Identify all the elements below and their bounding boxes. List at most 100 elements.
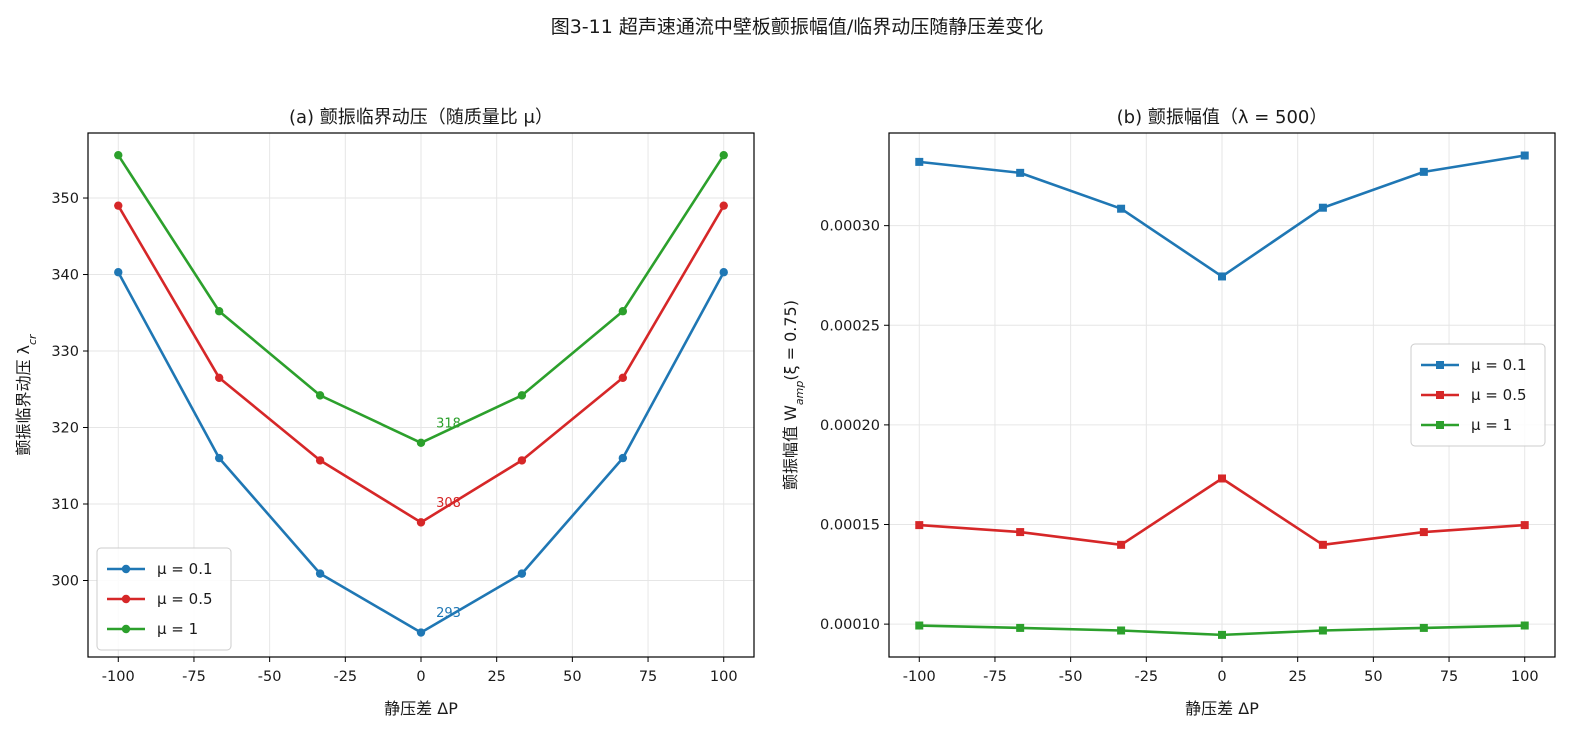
x-tick-label: 0 <box>1217 669 1226 685</box>
data-point <box>1318 626 1327 635</box>
data-point <box>315 391 325 400</box>
series-2 <box>114 201 728 527</box>
y-axis-label: 颤振临界动压 λcr <box>14 333 39 456</box>
data-point <box>1016 168 1025 177</box>
legend-marker <box>121 594 131 604</box>
data-point <box>1419 167 1428 176</box>
point-annotation: 318 <box>436 417 461 432</box>
legend-entry: μ = 0.5 <box>157 590 213 608</box>
data-point <box>1218 474 1226 483</box>
panel-b: -100 -75 -50 -25 0 25 50 75 100 0.00010 0.00015 0.0… <box>781 107 1556 718</box>
series-3 <box>915 621 1529 639</box>
legend-entry: μ = 0.1 <box>1471 356 1527 374</box>
legend-box <box>1410 343 1546 447</box>
y-tick-label: 0.00020 <box>820 418 880 434</box>
legend-entry: μ = 0.1 <box>157 560 213 578</box>
data-point <box>416 438 426 448</box>
x-tick-label: 25 <box>487 669 505 685</box>
y-tick-label: 310 <box>51 497 79 513</box>
x-tick-label: 0 <box>416 669 425 685</box>
legend-marker <box>1436 361 1444 369</box>
data-point <box>517 456 527 465</box>
ticks: -100 -75 -50 -25 0 25 50 75 100 0.00010 0.00015 0.0… <box>820 219 1539 685</box>
x-tick-label: -50 <box>258 669 282 685</box>
x-tick-label: 75 <box>639 669 657 685</box>
data-point <box>1318 203 1327 212</box>
x-tick-label: -100 <box>102 669 135 685</box>
y-tick-label: 340 <box>51 268 79 284</box>
data-point <box>1016 528 1025 537</box>
y-axis-label: 颤振幅值 Wamp(ξ = 0.75) <box>781 300 806 490</box>
x-tick-label: 100 <box>710 669 738 685</box>
data-point <box>1117 626 1126 635</box>
y-tick-label: 0.00010 <box>820 617 880 633</box>
panel-a: -100 -75 -50 -25 0 25 50 75 100 300 310 320 330 340 35… <box>14 107 755 718</box>
grid <box>88 133 754 657</box>
data-point <box>915 157 924 166</box>
data-point <box>1419 623 1428 632</box>
ticks: -100 -75 -50 -25 0 25 50 75 100 300 310 320 330 340 35… <box>51 191 737 685</box>
legend-marker <box>1436 421 1444 429</box>
data-point <box>114 150 123 160</box>
point-annotation: 293 <box>436 606 461 621</box>
series-1 <box>915 151 1529 281</box>
x-tick-label: 75 <box>1440 669 1458 685</box>
x-axis-label: 静压差 ΔP <box>1185 699 1259 718</box>
legend: μ = 0.1 μ = 0.5 μ = 1 <box>96 547 232 651</box>
x-tick-label: -25 <box>333 669 357 685</box>
data-point <box>214 373 224 382</box>
data-point <box>214 453 224 463</box>
data-point <box>416 518 426 527</box>
y-tick-label: 0.00015 <box>820 518 880 534</box>
series-1 <box>114 268 728 637</box>
legend-marker <box>1436 391 1444 399</box>
data-point <box>719 150 728 160</box>
x-tick-label: 100 <box>1511 669 1539 685</box>
x-tick-label: -100 <box>903 669 936 685</box>
data-point <box>114 268 123 277</box>
data-point <box>618 307 628 316</box>
data-point <box>1318 540 1327 549</box>
y-tick-label: 320 <box>51 421 79 437</box>
data-point <box>315 456 325 465</box>
data-point <box>1218 272 1226 281</box>
data-point <box>315 569 325 578</box>
data-point <box>517 391 527 400</box>
data-point <box>915 521 924 530</box>
x-tick-label: 50 <box>563 669 581 685</box>
y-tick-label: 300 <box>51 574 79 590</box>
legend-marker <box>121 564 131 574</box>
data-point <box>1016 623 1025 632</box>
x-tick-label: -75 <box>983 669 1007 685</box>
data-point <box>1520 151 1529 160</box>
data-point <box>1520 621 1529 630</box>
y-tick-label: 0.00030 <box>820 219 880 235</box>
data-point <box>915 621 924 630</box>
legend-entry: μ = 1 <box>1471 416 1512 434</box>
panel-title: (a) 颤振临界动压（随质量比 μ） <box>289 107 553 128</box>
panel-title: (b) 颤振幅值（λ = 500） <box>1117 107 1328 128</box>
data-point <box>1117 204 1126 213</box>
point-annotation: 308 <box>436 496 461 511</box>
legend-entry: μ = 1 <box>157 620 198 638</box>
x-tick-label: 25 <box>1288 669 1306 685</box>
y-tick-label: 350 <box>51 191 79 207</box>
data-point <box>1419 528 1428 537</box>
legend-entry: μ = 0.5 <box>1471 386 1527 404</box>
data-point <box>1218 630 1226 639</box>
x-axis-label: 静压差 ΔP <box>384 699 458 718</box>
x-tick-label: 50 <box>1364 669 1382 685</box>
legend: μ = 0.1 μ = 0.5 μ = 1 <box>1410 343 1546 447</box>
y-tick-label: 0.00025 <box>820 318 880 334</box>
figure-suptitle: 图3-11 超声速通流中壁板颤振幅值/临界动压随静压差变化 <box>551 16 1044 38</box>
legend-marker <box>121 624 131 634</box>
data-point <box>114 201 123 210</box>
data-point <box>719 201 728 210</box>
x-tick-label: -75 <box>182 669 206 685</box>
y-tick-label: 330 <box>51 344 79 360</box>
series-2 <box>915 474 1529 549</box>
data-point <box>1520 521 1529 530</box>
data-point <box>214 307 224 316</box>
series-3 <box>114 150 728 448</box>
